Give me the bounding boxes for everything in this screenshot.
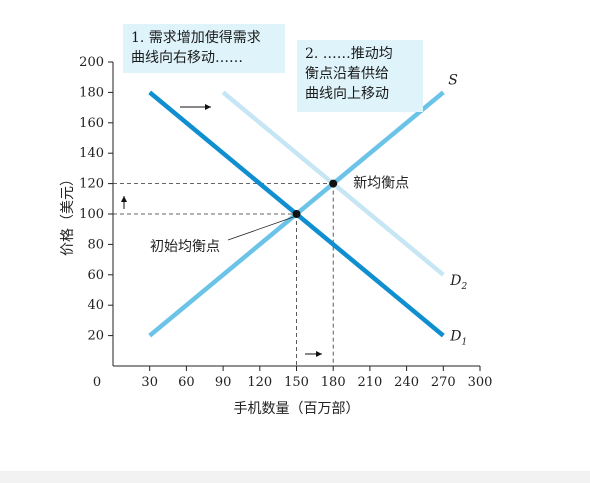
x-tick-label: 0 — [93, 375, 101, 390]
x-tick-label: 30 — [141, 375, 158, 390]
x-tick-label: 60 — [178, 375, 195, 390]
y-tick-label: 20 — [87, 329, 104, 344]
bottom-bar — [0, 471, 590, 483]
arrow-demand-shift-head — [205, 104, 211, 110]
y-tick-label: 200 — [79, 55, 104, 70]
x-tick-label: 210 — [357, 375, 382, 390]
y-tick-label: 40 — [87, 298, 104, 313]
x-tick-label: 240 — [394, 375, 419, 390]
point-label-new: 新均衡点 — [353, 176, 409, 192]
y-tick-label: 80 — [87, 237, 104, 252]
point-label-initial: 初始均衡点 — [150, 238, 220, 255]
arrow-price-up-head — [121, 196, 127, 202]
annotation-demand-shift: 1. 需求增加使得需求 曲线向右移动…… — [123, 24, 285, 73]
x-tick-label: 90 — [215, 375, 232, 390]
x-tick-label: 150 — [284, 375, 309, 390]
y-tick-label: 60 — [87, 268, 104, 283]
series-label: D2 — [449, 273, 467, 292]
x-tick-label: 180 — [321, 375, 346, 390]
y-tick-label: 180 — [79, 85, 104, 100]
series-label: S — [448, 72, 458, 88]
y-tick-label: 100 — [79, 207, 104, 222]
x-tick-label: 120 — [247, 375, 272, 390]
annotation-equilibrium-move: 2. ……推动均 衡点沿着供给 曲线向上移动 — [297, 40, 423, 112]
y-tick-label: 140 — [79, 146, 104, 161]
point-label-leader — [227, 216, 294, 241]
series-label: D1 — [449, 329, 467, 348]
equilibrium-point — [292, 210, 301, 218]
x-tick-label: 300 — [468, 375, 493, 390]
x-axis-label: 手机数量（百万部） — [234, 401, 360, 417]
x-tick-label: 270 — [431, 375, 456, 390]
y-axis-label: 价格（美元） — [60, 172, 76, 256]
arrow-quantity-up-head — [316, 351, 322, 357]
y-tick-label: 120 — [79, 177, 104, 192]
equilibrium-point — [329, 179, 338, 188]
y-tick-label: 160 — [79, 116, 104, 131]
